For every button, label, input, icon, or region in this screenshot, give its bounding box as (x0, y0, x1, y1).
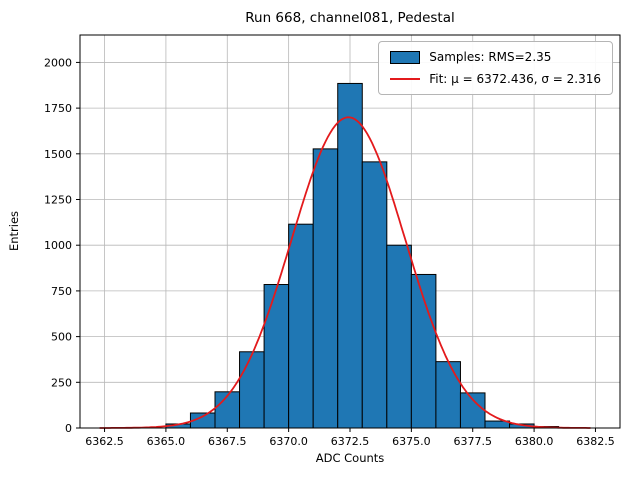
legend: Samples: RMS=2.35 Fit: μ = 6372.436, σ =… (378, 41, 613, 95)
samples-swatch (390, 50, 421, 64)
x-tick-label: 6372.5 (331, 435, 370, 448)
y-tick-label: 1500 (44, 148, 72, 161)
y-tick-label: 750 (51, 285, 72, 298)
histogram-bar (239, 351, 265, 429)
fit-curve (99, 116, 591, 429)
histogram-bar (361, 161, 388, 429)
y-tick-label: 1250 (44, 194, 72, 207)
x-tick-label: 6367.5 (208, 435, 247, 448)
y-tick-label: 250 (51, 376, 72, 389)
x-tick-label: 6380.0 (515, 435, 554, 448)
histogram-bar (435, 361, 461, 429)
histogram-bar (312, 148, 339, 429)
y-axis-label: Entries (7, 210, 21, 252)
histogram-bar (337, 82, 363, 429)
x-tick-label: 6375.0 (392, 435, 431, 448)
x-tick-label: 6365.0 (147, 435, 186, 448)
histogram-bar (386, 244, 412, 429)
legend-row-samples: Samples: RMS=2.35 (390, 50, 601, 64)
fit-legend-label: Fit: μ = 6372.436, σ = 2.316 (429, 72, 601, 86)
x-tick-label: 6377.5 (453, 435, 492, 448)
fit-line-swatch (390, 78, 421, 80)
legend-row-fit: Fit: μ = 6372.436, σ = 2.316 (390, 72, 601, 86)
chart-title: Run 668, channel081, Pedestal (245, 10, 455, 26)
samples-legend-label: Samples: RMS=2.35 (429, 50, 552, 64)
y-tick-label: 1750 (44, 102, 72, 115)
y-tick-label: 0 (65, 422, 72, 435)
x-axis-label: ADC Counts (315, 451, 385, 465)
x-tick-label: 6382.5 (576, 435, 615, 448)
x-tick-label: 6362.5 (85, 435, 124, 448)
y-tick-label: 1000 (44, 239, 72, 252)
x-tick-label: 6370.0 (269, 435, 308, 448)
histogram-bar (263, 284, 290, 429)
histogram-bar (459, 392, 486, 429)
histogram-bar (288, 223, 314, 429)
y-tick-label: 2000 (44, 56, 72, 69)
y-tick-label: 500 (51, 331, 72, 344)
